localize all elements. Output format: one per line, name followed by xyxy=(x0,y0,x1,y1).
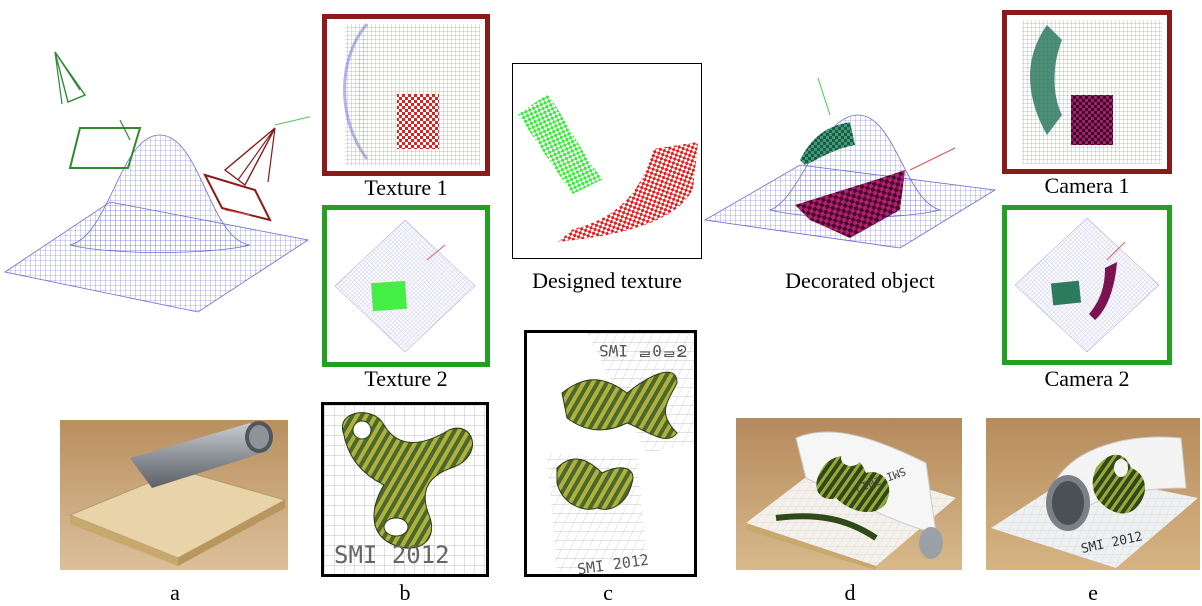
camera1-panel xyxy=(1002,10,1172,174)
decorated-object-caption: Decorated object xyxy=(785,268,935,293)
label-b: b xyxy=(399,580,411,605)
label-a: a xyxy=(170,580,180,605)
camera1-caption: Camera 1 xyxy=(1044,173,1130,198)
panel-c-projected-texture: ᘔᄅ0ᄅ IWS SMI 2012 xyxy=(524,330,697,577)
label-c: c xyxy=(603,580,613,605)
panel-b-printed-texture: SMI 2012 xyxy=(321,402,489,577)
camera2-caption: Camera 2 xyxy=(1044,366,1130,391)
photo-a-board-and-pipe xyxy=(60,420,288,570)
svg-text:ᘔᄅ0ᄅ IWS: ᘔᄅ0ᄅ IWS xyxy=(599,341,687,360)
smi-text-b: SMI 2012 xyxy=(334,541,450,569)
surface-with-cameras-figure xyxy=(0,40,310,320)
label-d: d xyxy=(844,580,856,605)
camera2-panel xyxy=(1002,205,1172,365)
texture2-caption: Texture 2 xyxy=(364,366,448,391)
label-e: e xyxy=(1088,580,1098,605)
designed-texture-panel xyxy=(512,63,702,259)
designed-texture-caption: Designed texture xyxy=(532,268,682,293)
photo-d-decorated-pipe: SMI 2012 xyxy=(736,418,962,570)
photo-e-decorated-pipe: SMI 2012 xyxy=(986,418,1200,570)
texture2-panel xyxy=(322,205,490,367)
texture1-panel xyxy=(322,14,490,176)
decorated-object-figure xyxy=(700,70,1000,250)
texture1-caption: Texture 1 xyxy=(364,175,448,200)
